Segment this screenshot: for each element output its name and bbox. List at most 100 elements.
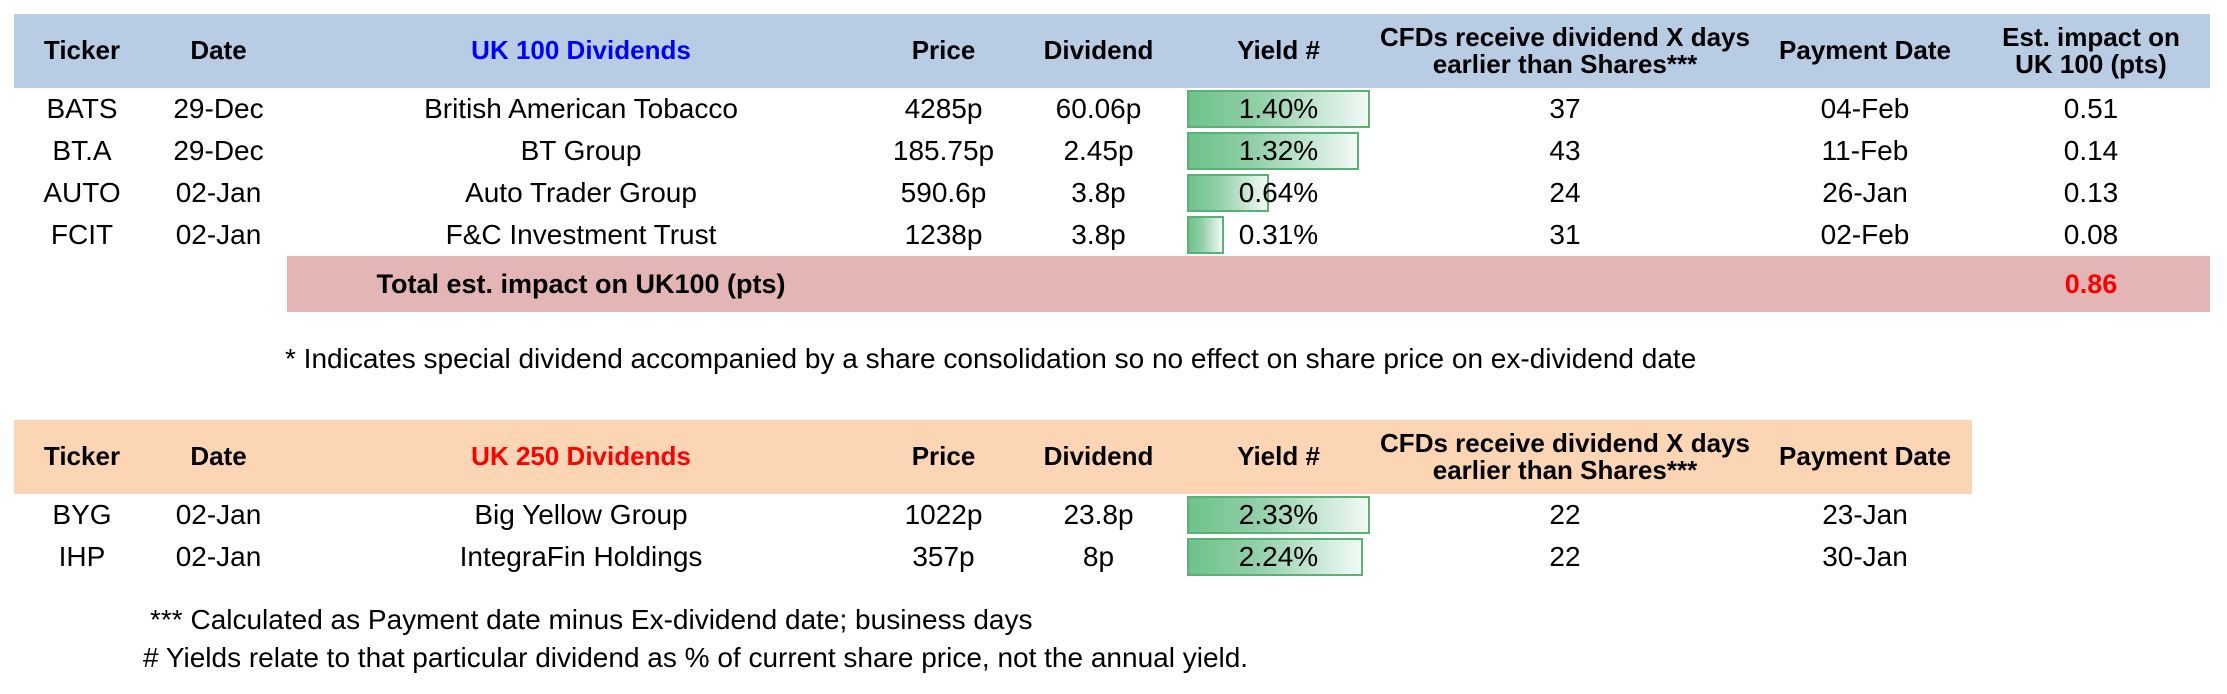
ticker-cell: IHP — [58, 541, 106, 573]
date-cell: 02-Jan — [175, 499, 262, 531]
table-row: BATS 29-Dec British American Tobacco 428… — [14, 88, 2210, 130]
uk100-table-title: UK 100 Dividends — [287, 14, 875, 88]
impact-cell-empty — [1972, 536, 2210, 578]
uk250-header-dividend: Dividend — [1012, 420, 1185, 494]
yield-value: 0.64% — [1238, 177, 1319, 209]
uk100-header-dividend: Dividend — [1012, 14, 1185, 88]
price-cell: 1238p — [904, 219, 983, 251]
yield-footnote: # Yields relate to that particular divid… — [143, 642, 1249, 673]
uk250-header-cfd-days-line2: earlier than Shares*** — [1432, 455, 1698, 485]
payment-date-cell: 30-Jan — [1822, 541, 1908, 573]
uk100-header-yield: Yield # — [1185, 14, 1372, 88]
table-row: FCIT 02-Jan F&C Investment Trust 1238p 3… — [14, 214, 2210, 256]
uk100-header-price: Price — [875, 14, 1012, 88]
yield-cell: 1.40% — [1185, 88, 1372, 130]
cfd-days-cell: 22 — [1549, 499, 1581, 531]
uk250-header-spacer — [1972, 420, 2210, 494]
table-row: IHP 02-Jan IntegraFin Holdings 357p 8p 2… — [14, 536, 2210, 578]
uk100-total-row: Total est. impact on UK100 (pts) 0.86 — [14, 256, 2210, 312]
table-row: BYG 02-Jan Big Yellow Group 1022p 23.8p … — [14, 494, 2210, 536]
uk250-header-cfd-days: CFDs receive dividend X days earlier tha… — [1372, 420, 1758, 494]
ticker-cell: FCIT — [50, 219, 114, 251]
ticker-cell: BATS — [46, 93, 118, 125]
uk100-table: Ticker Date UK 100 Dividends Price Divid… — [14, 14, 2210, 312]
cfd-days-cell: 43 — [1549, 135, 1581, 167]
ticker-cell: AUTO — [43, 177, 121, 209]
yield-data-bar — [1187, 132, 1359, 170]
price-cell: 4285p — [904, 93, 983, 125]
ticker-cell: BT.A — [52, 135, 112, 167]
impact-cell: 0.51 — [2063, 93, 2119, 125]
price-cell: 357p — [912, 541, 975, 573]
total-row-fill — [1012, 256, 1185, 312]
total-impact-label: Total est. impact on UK100 (pts) — [287, 256, 875, 312]
uk100-header-payment-date: Payment Date — [1758, 14, 1972, 88]
company-cell: BT Group — [520, 135, 642, 167]
yield-cell: 1.32% — [1185, 130, 1372, 172]
uk250-header-price: Price — [875, 420, 1012, 494]
company-cell: Auto Trader Group — [465, 177, 697, 209]
table-row: BT.A 29-Dec BT Group 185.75p 2.45p 1.32%… — [14, 130, 2210, 172]
company-cell: British American Tobacco — [424, 93, 738, 125]
cfd-days-cell: 31 — [1549, 219, 1581, 251]
payment-date-cell: 11-Feb — [1821, 135, 1909, 167]
uk250-header-payment-date: Payment Date — [1758, 420, 1972, 494]
company-cell: Big Yellow Group — [474, 499, 688, 531]
cfd-days-cell: 24 — [1549, 177, 1581, 209]
yield-cell: 2.24% — [1185, 536, 1372, 578]
total-row-fill — [1758, 256, 1972, 312]
total-row-fill — [875, 256, 1012, 312]
yield-data-bar — [1187, 216, 1225, 254]
yield-data-bar — [1187, 538, 1363, 576]
payment-date-cell: 26-Jan — [1822, 177, 1908, 209]
uk100-header-cfd-days-line2: earlier than Shares*** — [1432, 49, 1698, 79]
payment-date-cell: 23-Jan — [1822, 499, 1908, 531]
uk100-header-cfd-days: CFDs receive dividend X days earlier tha… — [1372, 14, 1758, 88]
impact-cell: 0.13 — [2063, 177, 2119, 209]
uk100-header-ticker: Ticker — [14, 14, 150, 88]
yield-value: 1.40% — [1238, 93, 1319, 125]
payment-date-cell: 02-Feb — [1820, 219, 1910, 251]
yield-cell: 0.31% — [1185, 214, 1372, 256]
total-row-spacer — [150, 256, 287, 312]
uk250-header-row: Ticker Date UK 250 Dividends Price Divid… — [14, 420, 2210, 494]
yield-cell: 2.33% — [1185, 494, 1372, 536]
price-cell: 185.75p — [892, 135, 995, 167]
impact-cell: 0.14 — [2063, 135, 2119, 167]
uk100-header-row: Ticker Date UK 100 Dividends Price Divid… — [14, 14, 2210, 88]
uk100-header-cfd-days-line1: CFDs receive dividend X days — [1380, 21, 1750, 52]
dividend-cell: 2.45p — [1063, 135, 1134, 167]
cfd-days-cell: 22 — [1549, 541, 1581, 573]
yield-cell: 0.64% — [1185, 172, 1372, 214]
uk100-header-est-impact-line1: Est. impact on — [2002, 21, 2180, 52]
date-cell: 02-Jan — [175, 219, 262, 251]
special-dividend-footnote: * Indicates special dividend accompanied… — [285, 343, 1697, 374]
date-cell: 29-Dec — [173, 135, 264, 167]
yield-value: 1.32% — [1238, 135, 1319, 167]
uk250-header-ticker: Ticker — [14, 420, 150, 494]
dividend-cell: 60.06p — [1055, 93, 1142, 125]
impact-cell: 0.08 — [2063, 219, 2119, 251]
uk250-header-date: Date — [150, 420, 287, 494]
price-cell: 590.6p — [900, 177, 987, 209]
yield-data-bar — [1187, 90, 1370, 128]
company-cell: IntegraFin Holdings — [459, 541, 703, 573]
date-cell: 02-Jan — [175, 541, 262, 573]
dividend-cell: 3.8p — [1071, 177, 1126, 209]
uk100-header-est-impact: Est. impact on UK 100 (pts) — [1972, 14, 2210, 88]
uk100-header-date: Date — [150, 14, 287, 88]
yield-data-bar — [1187, 496, 1370, 534]
uk250-table-title: UK 250 Dividends — [287, 420, 875, 494]
yield-data-bar — [1187, 174, 1270, 212]
total-row-fill — [1185, 256, 1372, 312]
dividend-cell: 23.8p — [1063, 499, 1134, 531]
cfd-days-cell: 37 — [1549, 93, 1581, 125]
total-impact-value: 0.86 — [1972, 256, 2210, 312]
uk100-header-est-impact-line2: UK 100 (pts) — [2015, 49, 2167, 79]
yield-value: 2.33% — [1238, 499, 1319, 531]
uk250-header-cfd-days-line1: CFDs receive dividend X days — [1380, 427, 1750, 458]
yield-value: 0.31% — [1238, 219, 1319, 251]
dividend-cell: 3.8p — [1071, 219, 1126, 251]
total-row-fill — [1372, 256, 1758, 312]
